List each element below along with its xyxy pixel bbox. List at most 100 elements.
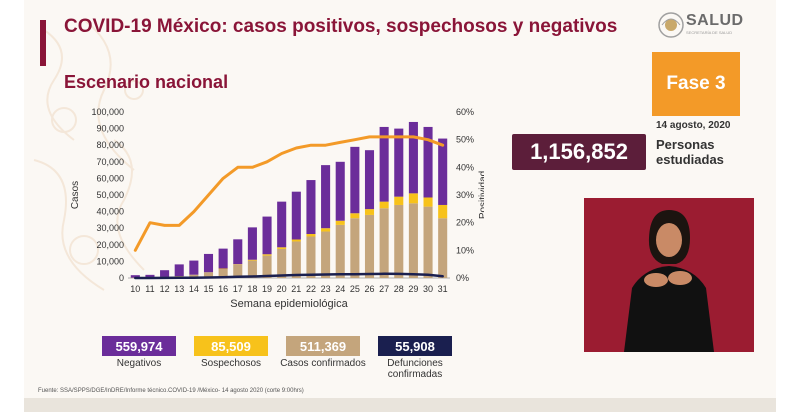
page-title: COVID-19 México: casos positivos, sospec… [64,16,618,37]
slide: COVID-19 México: casos positivos, sospec… [24,0,776,412]
bar-negativos [145,274,155,278]
bar-negativos [130,275,140,278]
bar-negativos [335,161,345,221]
bar-sospechosos [262,254,272,256]
bar-negativos [306,180,316,235]
y-tick-label: 90,000 [96,124,124,134]
bar-negativos [394,128,404,197]
bar-confirmados [321,231,331,278]
bar-negativos [174,264,184,277]
stat-box-sospechosos: 85,509 [194,336,268,356]
y-tick-label: 70,000 [96,157,124,167]
deaths-line [134,272,444,280]
bar-negativos [262,216,272,255]
stat-box-negativos: 559,974 [102,336,176,356]
x-tick-label: 21 [291,284,301,294]
bar-confirmados [233,264,243,278]
interpreter-figure [584,198,754,352]
x-tick-label: 20 [277,284,287,294]
bar-confirmados [394,204,404,278]
bar-confirmados [218,268,228,278]
bar-sospechosos [247,259,257,261]
x-tick-label: 22 [306,284,316,294]
y2-tick-label: 10% [456,245,474,255]
y-axis-label: Casos [70,181,81,209]
y2-tick-label: 0% [456,273,469,283]
accent-bar [40,20,46,66]
x-tick-label: 23 [321,284,331,294]
y-tick-label: 20,000 [96,240,124,250]
x-tick-label: 10 [130,284,140,294]
x-tick-label: 27 [379,284,389,294]
bar-confirmados [335,224,345,278]
y2-axis-label: Positividad [478,171,484,219]
bar-sospechosos [218,268,228,270]
bar-sospechosos [321,228,331,232]
bar-confirmados [203,272,214,278]
salud-logo [658,12,684,38]
bar-sospechosos [335,220,345,225]
bar-sospechosos [423,197,433,207]
report-date: 14 agosto, 2020 [656,120,731,131]
bottom-rule [24,398,776,412]
bar-confirmados [364,214,375,278]
bar-negativos [350,146,360,214]
stat-label: Defunciones confirmadas [387,358,443,380]
y-tick-label: 100,000 [91,107,124,117]
sign-language-video [584,198,754,352]
bar-sospechosos [291,239,301,242]
x-tick-label: 16 [218,284,228,294]
y-tick-label: 30,000 [96,223,124,233]
x-tick-label: 15 [203,284,213,294]
y-tick-label: 10,000 [96,256,124,266]
y-tick-label: 80,000 [96,140,124,150]
stat-box-defunciones-confirmadas: 55,908 [378,336,452,356]
bar-negativos [408,121,418,194]
page-subtitle: Escenario nacional [64,72,229,92]
bar-negativos [218,248,228,269]
x-tick-label: 18 [247,284,257,294]
y2-tick-label: 20% [456,218,474,228]
x-tick-label: 12 [160,284,170,294]
x-tick-label: 30 [423,284,433,294]
logo-subtext: SECRETARÍA DE SALUD [686,30,733,35]
bar-confirmados [408,203,418,278]
x-tick-label: 24 [335,284,345,294]
bar-confirmados [379,208,389,278]
x-tick-label: 29 [408,284,418,294]
background-pattern [33,19,145,291]
bar-confirmados [247,260,257,278]
y-tick-label: 60,000 [96,173,124,183]
bar-negativos [379,126,389,202]
bar-negativos [203,253,214,273]
bar-negativos [423,126,433,198]
stat-label: Casos confirmados [280,358,366,369]
phase-badge: Fase 3 [652,52,740,116]
bar-sospechosos [306,234,316,237]
bar-sospechosos [394,196,404,205]
x-tick-label: 14 [189,284,199,294]
bar-negativos [291,191,301,240]
y-tick-label: 50,000 [96,190,124,200]
bar-negativos [160,270,170,277]
bar-negativos [233,239,243,265]
studied-label: Personas estudiadas [656,137,724,167]
bar-sospechosos [379,201,389,209]
x-tick-label: 31 [438,284,448,294]
y2-tick-label: 40% [456,162,474,172]
stat-box-casos-confirmados: 511,369 [286,336,360,356]
bar-confirmados [262,255,272,278]
bar-negativos [438,138,448,205]
x-tick-label: 26 [364,284,374,294]
x-tick-label: 25 [350,284,360,294]
bar-sospechosos [408,193,418,204]
bar-sospechosos [438,204,448,219]
bar-negativos [364,150,375,210]
bar-confirmados [291,241,301,278]
bar-confirmados [423,206,433,278]
right-frame [776,0,800,412]
bar-sospechosos [350,213,360,219]
x-tick-label: 28 [394,284,404,294]
footer-source: Fuente: SSA/SPPS/DGE/InDRE/Informe técni… [38,388,304,394]
y2-tick-label: 30% [456,190,474,200]
